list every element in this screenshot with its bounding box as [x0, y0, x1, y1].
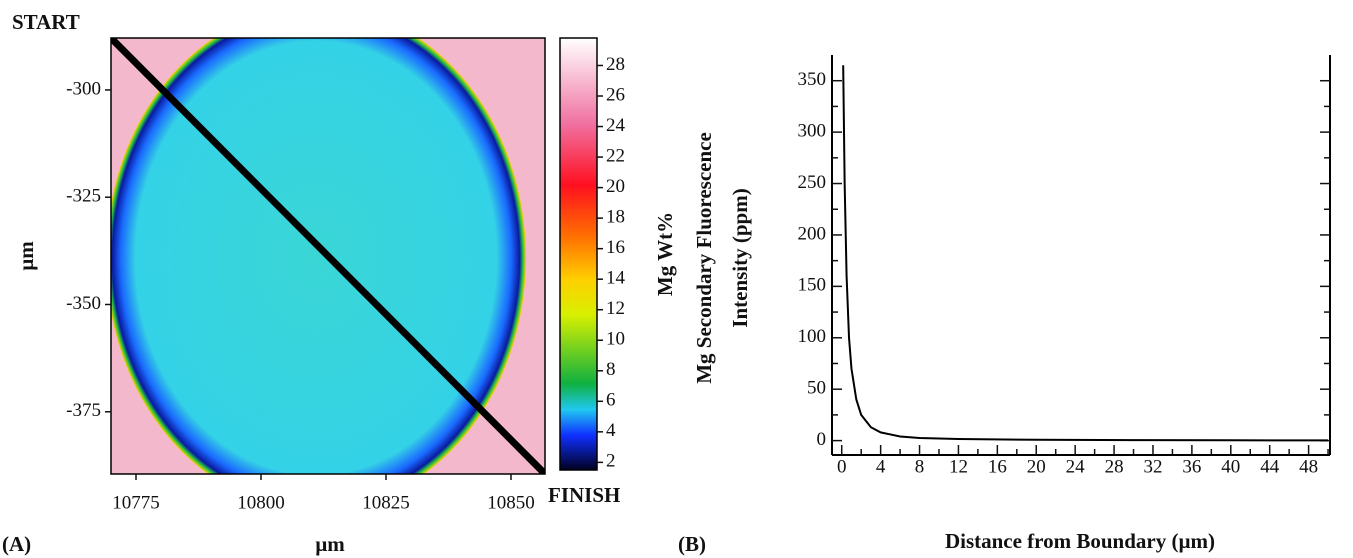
- x-tick-label: 48: [1299, 456, 1318, 477]
- y-tick-label: -350: [66, 293, 101, 314]
- y-tick-label: 300: [798, 120, 827, 141]
- heatmap-image: [111, 38, 545, 474]
- x-tick-label: 10800: [237, 492, 285, 513]
- y-axis-label: Intensity (ppm): [728, 188, 752, 327]
- y-tick-label: -300: [66, 78, 101, 99]
- y-tick-label: 100: [798, 326, 827, 347]
- colorbar-label: Mg Wt%: [653, 212, 677, 296]
- colorbar-tick-label: 6: [606, 390, 616, 411]
- y-tick-label: 50: [807, 378, 826, 399]
- colorbar-tick-label: 8: [606, 359, 616, 380]
- plot-frame: [110, 37, 546, 475]
- y-tick-label: 150: [798, 275, 827, 296]
- y-tick-label: 200: [798, 223, 827, 244]
- plot-area: [832, 55, 1330, 455]
- colorbar-tick-label: 14: [606, 268, 626, 289]
- colorbar-tick-label: 20: [606, 176, 625, 197]
- y-tick-label: -325: [66, 186, 101, 207]
- colorbar: [559, 37, 598, 471]
- colorbar-tick-label: 10: [606, 329, 625, 350]
- x-tick-label: 32: [1143, 456, 1162, 477]
- y-tick-label: -375: [66, 400, 101, 421]
- colorbar-tick-label: 26: [606, 84, 625, 105]
- data-line: [842, 65, 1329, 442]
- traverse-line: [111, 38, 545, 474]
- y-tick-label: 350: [798, 69, 827, 90]
- grain-region: [111, 38, 526, 474]
- x-tick-label: 12: [949, 456, 968, 477]
- x-tick-label: 24: [1066, 456, 1086, 477]
- colorbar-tick-label: 16: [606, 237, 625, 258]
- x-tick-label: 10825: [362, 492, 410, 513]
- colorbar-tick-label: 24: [606, 115, 626, 136]
- colorbar-tick-label: 4: [606, 420, 616, 441]
- y-tick-label: 250: [798, 172, 827, 193]
- x-axis-label: µm: [315, 532, 345, 556]
- colorbar-tick-label: 28: [606, 54, 625, 75]
- x-tick-label: 28: [1105, 456, 1124, 477]
- x-tick-label: 10850: [487, 492, 535, 513]
- x-tick-label: 8: [915, 456, 925, 477]
- x-tick-label: 0: [837, 456, 847, 477]
- x-tick-label: 16: [988, 456, 1007, 477]
- panel-label: (A): [2, 532, 31, 556]
- x-tick-label: 36: [1182, 456, 1201, 477]
- colorbar-tick-label: 18: [606, 206, 625, 227]
- colorbar-tick-label: 12: [606, 298, 625, 319]
- colorbar-tick-label: 2: [606, 451, 616, 472]
- colorbar-tick-label: 22: [606, 145, 625, 166]
- start-label: START: [12, 10, 80, 34]
- y-axis-label: µm: [14, 241, 38, 271]
- y-axis-label: Mg Secondary Fluorescence: [692, 132, 716, 384]
- x-tick-label: 4: [876, 456, 886, 477]
- x-tick-label: 20: [1027, 456, 1046, 477]
- x-tick-label: 40: [1221, 456, 1240, 477]
- x-tick-label: 44: [1260, 456, 1280, 477]
- x-axis-label: Distance from Boundary (µm): [945, 529, 1215, 553]
- x-tick-label: 10775: [112, 492, 160, 513]
- y-tick-label: 0: [817, 429, 827, 450]
- panel-label: (B): [678, 532, 706, 556]
- finish-label: FINISH: [548, 483, 620, 507]
